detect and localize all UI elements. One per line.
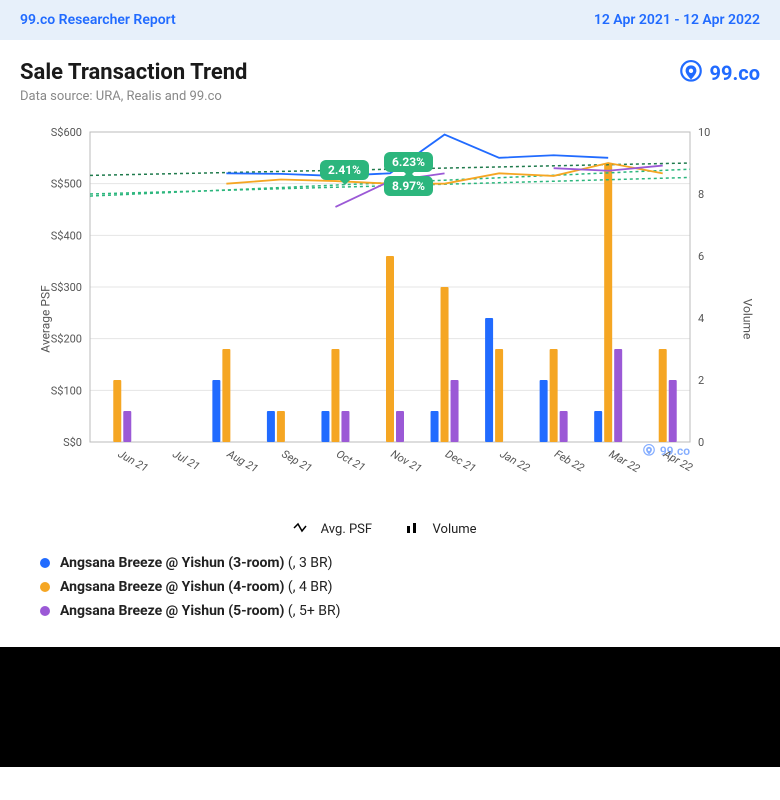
legend-row: Angsana Breeze @ Yishun (4-room) (, 4 BR… — [40, 579, 760, 595]
svg-text:8: 8 — [698, 188, 704, 201]
legend-label: Angsana Breeze @ Yishun (3-room) (, 3 BR… — [60, 555, 333, 571]
legend-row: Angsana Breeze @ Yishun (3-room) (, 3 BR… — [40, 555, 760, 571]
legend-psf: Avg. PSF — [293, 522, 385, 537]
legend-row: Angsana Breeze @ Yishun (5-room) (, 5+ B… — [40, 603, 760, 619]
trend-badge: 8.97% — [384, 176, 433, 196]
svg-text:S$600: S$600 — [51, 126, 82, 139]
title-row: Sale Transaction Trend Data source: URA,… — [20, 60, 760, 104]
svg-text:S$0: S$0 — [63, 436, 82, 449]
legend-psf-text: Avg. PSF — [321, 522, 372, 537]
chart: Average PSF Volume S$0 S$100 S$200 S$300 S$4… — [20, 124, 760, 514]
svg-text:0: 0 — [698, 436, 704, 449]
svg-text:Aug 21: Aug 21 — [224, 447, 260, 475]
page-title: Sale Transaction Trend — [20, 60, 247, 85]
y-right-label: Volume — [741, 299, 755, 340]
watermark: 99.co — [642, 444, 690, 458]
date-range: 12 Apr 2021 - 12 Apr 2022 — [594, 12, 760, 28]
svg-text:Mar 22: Mar 22 — [607, 447, 642, 475]
subtitle: Data source: URA, Realis and 99.co — [20, 89, 247, 104]
brand-logo: 99.co — [678, 60, 760, 86]
svg-text:2: 2 — [698, 374, 704, 387]
chart-mini-legend: Avg. PSF Volume — [20, 522, 760, 537]
trend-badge: 2.41% — [320, 160, 369, 180]
svg-text:S$200: S$200 — [51, 333, 82, 346]
svg-text:4: 4 — [698, 312, 704, 325]
legend-vol-text: Volume — [433, 522, 477, 537]
svg-text:S$300: S$300 — [51, 281, 82, 294]
legend-volume: Volume — [405, 522, 486, 537]
map-pin-icon — [642, 444, 656, 458]
map-pin-icon — [678, 60, 704, 86]
svg-text:S$100: S$100 — [51, 384, 82, 397]
svg-text:Nov 21: Nov 21 — [389, 447, 424, 475]
header-bar: 99.co Researcher Report 12 Apr 2021 - 12… — [0, 0, 780, 40]
svg-text:Oct 21: Oct 21 — [334, 447, 367, 474]
legend-label: Angsana Breeze @ Yishun (4-room) (, 4 BR… — [60, 579, 333, 595]
legend-dot — [40, 582, 50, 592]
content-area: Sale Transaction Trend Data source: URA,… — [0, 40, 780, 647]
svg-text:Sep 21: Sep 21 — [279, 447, 314, 475]
svg-text:6: 6 — [698, 250, 704, 263]
title-block: Sale Transaction Trend Data source: URA,… — [20, 60, 247, 104]
y-left-label: Average PSF — [39, 285, 53, 352]
svg-text:S$500: S$500 — [51, 178, 82, 191]
svg-text:Dec 21: Dec 21 — [443, 447, 478, 475]
legend-label: Angsana Breeze @ Yishun (5-room) (, 5+ B… — [60, 603, 340, 619]
svg-text:Jul 21: Jul 21 — [170, 447, 202, 473]
svg-text:Feb 22: Feb 22 — [552, 447, 586, 474]
svg-text:S$400: S$400 — [51, 229, 82, 242]
legend-dot — [40, 558, 50, 568]
brand-text: 99.co — [710, 61, 760, 85]
series-legend: Angsana Breeze @ Yishun (3-room) (, 3 BR… — [20, 555, 760, 619]
svg-text:Jan 22: Jan 22 — [498, 447, 532, 474]
svg-text:Jun 21: Jun 21 — [116, 447, 151, 474]
report-name: 99.co Researcher Report — [20, 12, 176, 28]
footer-black — [0, 647, 780, 767]
legend-dot — [40, 606, 50, 616]
watermark-text: 99.co — [660, 444, 690, 458]
svg-text:10: 10 — [698, 126, 710, 139]
